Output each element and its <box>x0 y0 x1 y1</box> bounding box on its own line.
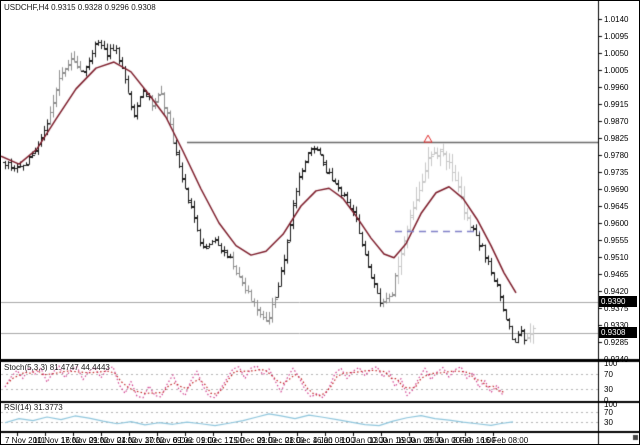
price-axis-label: 0.9825 <box>604 134 629 143</box>
time-axis-label: 13 Jan 16:00 <box>369 436 416 445</box>
time-axis-label: 24 Nov 17:00 <box>117 436 165 445</box>
indicator-level-label: 100 <box>604 400 618 409</box>
price-axis-label: 1.0050 <box>604 49 629 58</box>
indicator-level-label: 0 <box>604 396 609 405</box>
indicator-level-label: 70 <box>604 370 613 380</box>
indicator-level-label: 100 <box>604 359 618 368</box>
price-axis-label: 0.9645 <box>604 202 629 211</box>
price-axis-label: 0.9420 <box>604 287 629 296</box>
time-axis-label: 9 Dec 17:00 <box>201 436 245 445</box>
price-axis-label: 0.9375 <box>604 304 629 313</box>
time-axis-label: 21 Dec 01:00 <box>257 436 305 445</box>
price-axis-label: 0.9780 <box>604 151 629 160</box>
price-axis-label: 0.9600 <box>604 219 629 228</box>
price-axis-label: 0.9915 <box>604 100 629 109</box>
time-axis-label: 4 Jan 08:00 <box>313 436 355 445</box>
time-axis-label: 8 Feb 16:00 <box>453 436 496 445</box>
indicator-level-label: 30 <box>604 418 613 428</box>
price-axis-label: 1.0095 <box>604 32 629 41</box>
price-axis-label: 0.9240 <box>604 355 629 364</box>
time-axis-label: 21 Nov 01:00 <box>89 436 137 445</box>
indicator-level-label: 70 <box>604 407 613 417</box>
indicator-label-stoch: Stoch(5,3,3) 81.4747 44.4443 <box>4 363 110 372</box>
time-axis-label: 28 Dec 16:00 <box>285 436 333 445</box>
indicator-level-label: 30 <box>604 384 613 394</box>
time-axis-label: 15 Dec 09:00 <box>229 436 277 445</box>
price-axis[interactable]: 1.0140 1.0095 1.0050 1.0005 0.9960 0.9915 0.98… <box>598 1 639 431</box>
indicator-label-rsi: RSI(14) 31.3773 <box>4 403 63 412</box>
time-axis-label: 19 Jan 08:00 <box>397 436 444 445</box>
time-axis-label: 25 Jan 00:00 <box>425 436 472 445</box>
price-axis-label: 0.9330 <box>604 321 629 330</box>
price-axis-label: 1.0140 <box>604 15 629 24</box>
time-axis-label: 16 Feb 08:00 <box>481 436 529 445</box>
price-line-tag: 0.9390 <box>599 296 637 308</box>
bid-price-tag: 0.9308 <box>599 327 637 339</box>
price-axis-label: 0.9690 <box>604 185 629 194</box>
price-axis-label: 0.9285 <box>604 338 629 347</box>
time-axis-label: 30 Nov 09:00 <box>145 436 193 445</box>
chart-title: USDCHF,H4 0.9315 0.9328 0.9296 0.9308 <box>4 3 156 12</box>
time-axis-label: 10 Nov 17:00 <box>33 436 81 445</box>
time-axis-label: 16 Nov 09:00 <box>61 436 109 445</box>
time-axis-label: 6 Dec 01:00 <box>173 436 217 445</box>
price-axis-label: 0.9960 <box>604 83 629 92</box>
price-axis-label: 0.9465 <box>604 270 629 279</box>
time-axis-label: 7 Nov 2011 <box>5 436 46 445</box>
price-axis-label: 0.9735 <box>604 168 629 177</box>
time-axis[interactable]: 7 Nov 2011 10 Nov 17:00 16 Nov 09:00 21 Nov… <box>1 432 639 445</box>
price-axis-label: 0.9555 <box>604 236 629 245</box>
price-axis-label: 0.9870 <box>604 117 629 126</box>
price-axis-label: 1.0005 <box>604 66 629 75</box>
time-axis-label: 10 Jan 00:00 <box>341 436 388 445</box>
price-axis-label: 0.9510 <box>604 253 629 262</box>
